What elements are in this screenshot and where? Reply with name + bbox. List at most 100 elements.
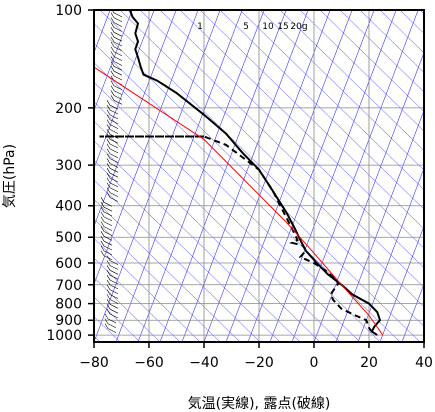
x-tick-label: −60 bbox=[134, 355, 164, 371]
adiabat-line bbox=[94, 62, 381, 342]
adiabat-line bbox=[219, 10, 424, 210]
isotherm-line bbox=[137, 10, 265, 342]
wind-barb-flag bbox=[106, 270, 111, 276]
wind-barb-flag bbox=[106, 304, 111, 310]
wind-barb-flag bbox=[106, 177, 111, 184]
y-tick-label: 600 bbox=[55, 256, 82, 272]
y-tick-label: 1000 bbox=[46, 328, 82, 344]
wind-barb bbox=[109, 308, 119, 314]
adiabat-line bbox=[359, 10, 424, 73]
wind-barb bbox=[103, 216, 113, 222]
wind-barb bbox=[113, 41, 123, 47]
wind-barb bbox=[109, 289, 119, 295]
adiabat-line bbox=[159, 10, 424, 269]
isotherm-line bbox=[115, 10, 243, 342]
wind-barb-flag bbox=[100, 206, 105, 213]
adiabat-line bbox=[94, 120, 321, 342]
wind-barb bbox=[113, 90, 123, 95]
wind-barb bbox=[109, 274, 119, 280]
wind-barb bbox=[109, 270, 119, 275]
wind-barb bbox=[113, 95, 123, 100]
wind-barb bbox=[103, 221, 113, 227]
wind-barb-flag bbox=[106, 289, 111, 295]
wind-barb-flag bbox=[104, 313, 109, 320]
adiabat-line bbox=[339, 10, 424, 93]
x-tick-label: 0 bbox=[310, 355, 319, 371]
adiabat-line bbox=[94, 238, 201, 342]
wind-barb bbox=[109, 168, 119, 173]
wind-barb-flag bbox=[100, 221, 105, 227]
wind-barb bbox=[103, 211, 113, 217]
wind-barb bbox=[109, 163, 119, 168]
wind-barb-flag bbox=[110, 46, 115, 52]
wind-barb-flag bbox=[106, 129, 111, 135]
wind-barb-flag bbox=[110, 80, 115, 86]
wind-barb bbox=[109, 187, 119, 193]
x-tick-label: −80 bbox=[79, 355, 109, 371]
y-tick-label: 100 bbox=[55, 3, 82, 19]
wind-barb-flag bbox=[106, 158, 111, 164]
wind-barb bbox=[113, 22, 123, 27]
wind-barb bbox=[113, 66, 123, 71]
profile-series bbox=[94, 10, 384, 336]
wind-barb bbox=[109, 192, 119, 197]
wind-barb bbox=[113, 17, 123, 23]
wind-barb bbox=[113, 70, 123, 76]
wind-barb-flag bbox=[106, 104, 111, 111]
wind-barb bbox=[113, 51, 123, 57]
wind-barb-flag bbox=[100, 231, 105, 237]
wind-barb-flag bbox=[106, 279, 111, 286]
grid-lines bbox=[93, 9, 425, 342]
wind-barb bbox=[109, 114, 119, 120]
y-tick-label: 900 bbox=[55, 313, 82, 329]
mixing-ratio-label: 10 bbox=[262, 22, 274, 32]
wind-barb-flag bbox=[106, 124, 111, 130]
isotherm-line bbox=[423, 341, 424, 342]
skewed-isotherm-lines bbox=[94, 10, 424, 342]
adiabat-line bbox=[94, 81, 361, 342]
wind-barb-flag bbox=[106, 163, 111, 169]
adiabat-line bbox=[94, 199, 241, 342]
mixing-ratio-label: 20g bbox=[290, 22, 307, 32]
x-tick-label: −40 bbox=[189, 355, 219, 371]
adiabat-line bbox=[239, 10, 424, 191]
wind-barb bbox=[109, 265, 119, 270]
adiabat-line bbox=[399, 10, 424, 34]
wind-barb-flag bbox=[106, 284, 111, 290]
wind-barb-flag bbox=[110, 95, 115, 101]
wind-barb-flag bbox=[100, 236, 105, 242]
wind-barb-flag bbox=[110, 56, 115, 62]
isotherm-line bbox=[335, 109, 424, 342]
y-tick-label: 200 bbox=[55, 101, 82, 117]
wind-barb-flag bbox=[110, 61, 115, 67]
isotherm-line bbox=[313, 51, 424, 342]
wind-barb-flag bbox=[110, 32, 115, 38]
temperature-curve bbox=[128, 10, 382, 336]
wind-barb-flag bbox=[110, 70, 115, 77]
wind-barb-flag bbox=[106, 109, 111, 116]
wind-barb-flag bbox=[106, 100, 111, 106]
x-tick-label: 20 bbox=[360, 355, 378, 371]
wind-barb bbox=[113, 56, 123, 61]
mixing-ratio-labels: 1 5 10 15 20g bbox=[197, 22, 307, 32]
wind-barb bbox=[113, 12, 123, 18]
wind-barb-flag bbox=[100, 240, 105, 247]
wind-barb bbox=[109, 124, 119, 129]
wind-barb-flag bbox=[106, 143, 111, 150]
wind-barb-flag bbox=[106, 265, 111, 271]
y-axis-title: 気圧(hPa) bbox=[2, 144, 18, 208]
wind-barb-flag bbox=[100, 245, 105, 252]
wind-barb-flag bbox=[106, 148, 111, 154]
wind-barb bbox=[109, 304, 119, 309]
wind-barb bbox=[107, 318, 117, 324]
wind-barb-flag bbox=[106, 308, 111, 315]
mixing-ratio-label: 5 bbox=[243, 22, 249, 32]
wind-barb-flag bbox=[106, 153, 111, 159]
adiabat-line bbox=[94, 277, 161, 342]
wind-barbs bbox=[100, 10, 123, 333]
wind-barb bbox=[103, 245, 113, 251]
y-tick-label: 500 bbox=[55, 230, 82, 246]
adiabat-line bbox=[379, 10, 424, 54]
wind-barb-flag bbox=[106, 260, 111, 266]
